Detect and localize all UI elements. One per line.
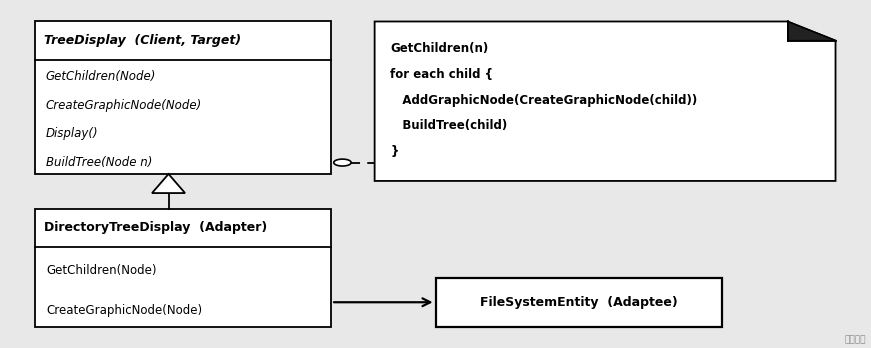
Bar bbox=[36, 22, 331, 174]
Text: CreateGraphicNode(Node): CreateGraphicNode(Node) bbox=[46, 99, 202, 112]
Polygon shape bbox=[152, 174, 185, 193]
Text: TreeDisplay  (Client, Target): TreeDisplay (Client, Target) bbox=[44, 34, 241, 47]
Text: BuildTree(child): BuildTree(child) bbox=[390, 119, 508, 132]
Bar bbox=[436, 278, 722, 326]
Text: GetChildren(Node): GetChildren(Node) bbox=[46, 70, 156, 83]
Circle shape bbox=[334, 159, 351, 166]
Text: DirectoryTreeDisplay  (Adapter): DirectoryTreeDisplay (Adapter) bbox=[44, 221, 267, 234]
Text: }: } bbox=[390, 145, 399, 158]
Text: for each child {: for each child { bbox=[390, 68, 493, 81]
Text: GetChildren(Node): GetChildren(Node) bbox=[46, 264, 157, 277]
Text: Display(): Display() bbox=[46, 127, 98, 141]
Polygon shape bbox=[787, 22, 835, 41]
Text: CreateGraphicNode(Node): CreateGraphicNode(Node) bbox=[46, 304, 202, 317]
Text: AddGraphicNode(CreateGraphicNode(child)): AddGraphicNode(CreateGraphicNode(child)) bbox=[390, 94, 698, 106]
Text: BuildTree(Node n): BuildTree(Node n) bbox=[46, 156, 152, 169]
Text: 创新互联: 创新互联 bbox=[845, 335, 866, 344]
Text: FileSystemEntity  (Adaptee): FileSystemEntity (Adaptee) bbox=[480, 296, 678, 309]
Polygon shape bbox=[375, 22, 835, 181]
Text: GetChildren(n): GetChildren(n) bbox=[390, 42, 489, 55]
Bar bbox=[36, 209, 331, 326]
